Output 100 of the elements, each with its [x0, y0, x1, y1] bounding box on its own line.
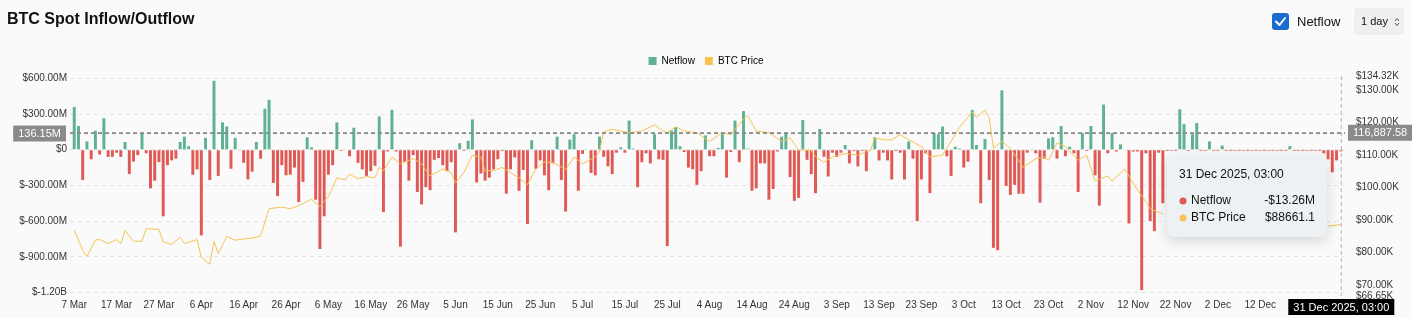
bar: [1127, 150, 1131, 224]
x-tick-label: 4 Aug: [696, 298, 723, 310]
x-tick-label: 25 Jul: [653, 298, 681, 310]
bar: [225, 126, 229, 150]
bar: [623, 150, 627, 153]
x-tick-label: 2 Nov: [1077, 298, 1104, 310]
bar: [564, 150, 568, 212]
bar: [1055, 150, 1059, 159]
bar: [843, 144, 847, 150]
bar: [453, 150, 457, 233]
bar: [89, 150, 93, 160]
bar: [441, 150, 445, 166]
bar: [458, 143, 462, 150]
bar: [983, 139, 987, 150]
bar: [335, 122, 339, 150]
bar: [288, 150, 292, 175]
bar: [212, 80, 216, 150]
bar: [665, 150, 669, 247]
bar: [106, 150, 110, 157]
bar: [1182, 124, 1186, 150]
x-tick-label: 13 Oct: [991, 298, 1022, 310]
bar: [1110, 133, 1114, 150]
bar: [750, 150, 754, 191]
bar: [348, 150, 352, 157]
x-tick-label: 14 Aug: [736, 298, 768, 310]
bar: [483, 150, 487, 181]
bar: [119, 150, 123, 157]
bar: [191, 150, 195, 175]
legend-label: BTC Price: [717, 54, 764, 66]
bar: [377, 116, 381, 150]
bar: [653, 134, 657, 150]
bar: [996, 150, 1000, 251]
bar: [725, 150, 729, 178]
bar: [407, 150, 411, 181]
bar: [970, 109, 974, 150]
bar: [182, 136, 186, 150]
bar: [250, 150, 254, 172]
bar: [318, 150, 322, 250]
bar: [1017, 150, 1021, 194]
bar: [826, 150, 830, 177]
x-tick-label: 12 Nov: [1117, 298, 1150, 310]
bar: [928, 150, 932, 194]
bar: [208, 150, 212, 181]
bar: [199, 150, 203, 236]
bar: [902, 150, 906, 180]
bar: [568, 139, 572, 150]
bar: [797, 150, 801, 198]
bar: [1288, 146, 1292, 150]
bar: [1119, 144, 1122, 150]
bar: [221, 122, 224, 150]
bar: [1097, 150, 1101, 206]
bar: [1059, 125, 1063, 150]
bar: [352, 127, 356, 150]
bar: [771, 150, 775, 189]
x-tick-label: 22 Nov: [1159, 298, 1192, 310]
bar: [767, 150, 771, 200]
x-tick-label: 3 Oct: [951, 298, 976, 310]
bar: [699, 150, 703, 172]
bar: [1047, 138, 1050, 150]
chart-title: BTC Spot Inflow/Outflow: [7, 10, 195, 28]
bar: [915, 150, 919, 222]
bar: [1089, 125, 1093, 150]
bar: [530, 140, 534, 150]
annotation: Netflow: [1191, 193, 1232, 207]
y2-tick-label: $134.32K: [1356, 69, 1400, 81]
y2-tick-label: $66.65K: [1356, 289, 1394, 301]
bar: [610, 150, 614, 175]
y-tick-label: $300.00M: [22, 107, 67, 119]
x-tick-label: 24 Aug: [778, 298, 810, 310]
bar: [475, 150, 479, 183]
bar: [1063, 150, 1067, 157]
bar: [839, 150, 843, 153]
bar: [81, 150, 85, 181]
bar: [1076, 150, 1080, 192]
bar: [801, 120, 805, 150]
bar: [1330, 150, 1334, 173]
bar: [420, 150, 424, 205]
y2-tick-label: $130.00K: [1356, 83, 1400, 95]
bar: [932, 133, 936, 150]
bar: [907, 141, 911, 150]
bar: [814, 150, 817, 194]
bar: [504, 150, 508, 194]
bar: [576, 150, 580, 191]
bar: [991, 150, 995, 248]
bar: [204, 137, 208, 150]
x-tick-label: 16 May: [354, 298, 388, 310]
bar: [979, 150, 983, 204]
bar: [636, 150, 640, 188]
x-tick-label: 23 Oct: [1033, 298, 1064, 310]
x-tick-label: 5 Jul: [571, 298, 594, 310]
bar: [670, 130, 673, 150]
x-tick-label: 16 Apr: [229, 298, 259, 310]
x-tick-label: 7 Mar: [61, 298, 88, 310]
bar: [297, 150, 301, 203]
bar: [1072, 150, 1076, 154]
annotation: 31 Dec 2025, 03:00: [1179, 167, 1284, 181]
bar: [259, 150, 263, 159]
bar: [712, 150, 716, 157]
bar: [470, 119, 474, 150]
bar: [754, 150, 758, 189]
